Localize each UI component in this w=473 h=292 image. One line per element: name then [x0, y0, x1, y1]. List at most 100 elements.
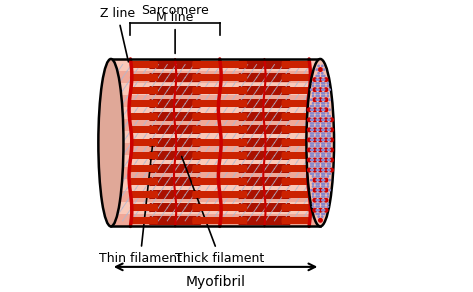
Polygon shape: [131, 152, 157, 159]
Circle shape: [315, 205, 318, 208]
Circle shape: [321, 179, 324, 182]
Polygon shape: [220, 87, 246, 94]
Ellipse shape: [218, 126, 220, 133]
Circle shape: [318, 157, 323, 163]
Polygon shape: [239, 73, 289, 82]
Ellipse shape: [245, 165, 247, 172]
Ellipse shape: [281, 204, 284, 211]
Circle shape: [315, 112, 318, 115]
Circle shape: [323, 85, 325, 87]
Ellipse shape: [156, 61, 158, 68]
Ellipse shape: [130, 165, 132, 172]
Polygon shape: [239, 216, 289, 225]
Ellipse shape: [245, 204, 247, 211]
Circle shape: [315, 138, 318, 141]
Ellipse shape: [281, 87, 284, 94]
Circle shape: [317, 162, 320, 165]
Circle shape: [323, 192, 325, 195]
Circle shape: [321, 202, 324, 205]
Circle shape: [312, 205, 315, 208]
Circle shape: [310, 112, 313, 115]
Circle shape: [317, 112, 320, 115]
Circle shape: [312, 165, 315, 168]
Ellipse shape: [307, 204, 310, 211]
Circle shape: [317, 135, 320, 138]
Circle shape: [323, 142, 325, 145]
Circle shape: [310, 172, 313, 175]
Circle shape: [326, 195, 329, 198]
Circle shape: [328, 145, 331, 148]
Polygon shape: [239, 99, 289, 108]
Circle shape: [323, 88, 325, 91]
Circle shape: [321, 65, 324, 67]
Polygon shape: [220, 204, 246, 211]
Polygon shape: [282, 74, 308, 81]
Ellipse shape: [149, 86, 151, 95]
Ellipse shape: [219, 217, 221, 225]
Circle shape: [323, 128, 325, 131]
Ellipse shape: [288, 86, 291, 95]
Circle shape: [312, 142, 315, 145]
Circle shape: [317, 145, 320, 148]
Ellipse shape: [199, 177, 201, 186]
Circle shape: [315, 78, 318, 81]
Circle shape: [318, 208, 323, 213]
Polygon shape: [111, 167, 320, 179]
Circle shape: [307, 147, 312, 152]
Ellipse shape: [156, 191, 158, 198]
Ellipse shape: [238, 164, 241, 173]
Circle shape: [323, 138, 325, 141]
Circle shape: [310, 165, 313, 168]
Circle shape: [310, 88, 313, 91]
Ellipse shape: [218, 165, 220, 172]
Ellipse shape: [218, 152, 220, 159]
Circle shape: [317, 205, 320, 208]
Ellipse shape: [149, 203, 151, 212]
Polygon shape: [193, 139, 219, 146]
Circle shape: [329, 117, 334, 122]
Circle shape: [326, 175, 329, 178]
Circle shape: [315, 119, 318, 121]
Circle shape: [318, 218, 323, 223]
Circle shape: [310, 138, 313, 141]
Polygon shape: [282, 113, 308, 120]
Ellipse shape: [149, 216, 151, 225]
Ellipse shape: [219, 191, 221, 198]
Circle shape: [328, 169, 331, 171]
Circle shape: [321, 78, 324, 81]
Circle shape: [312, 82, 315, 85]
Circle shape: [326, 102, 329, 105]
Circle shape: [317, 78, 320, 81]
Ellipse shape: [130, 113, 132, 120]
Circle shape: [329, 168, 334, 173]
Polygon shape: [220, 165, 246, 172]
Polygon shape: [193, 113, 219, 120]
Text: Z line: Z line: [100, 7, 135, 62]
Circle shape: [324, 188, 329, 193]
Circle shape: [328, 122, 331, 125]
Polygon shape: [131, 178, 157, 185]
Circle shape: [318, 67, 323, 72]
Circle shape: [318, 178, 323, 182]
Ellipse shape: [307, 74, 310, 81]
Ellipse shape: [156, 113, 158, 120]
Polygon shape: [193, 100, 219, 107]
Circle shape: [317, 72, 320, 74]
Circle shape: [321, 128, 324, 131]
Ellipse shape: [149, 112, 151, 121]
Circle shape: [324, 157, 329, 163]
Circle shape: [318, 97, 323, 102]
Ellipse shape: [130, 217, 132, 225]
Circle shape: [323, 145, 325, 148]
Polygon shape: [150, 190, 200, 199]
Polygon shape: [193, 191, 219, 198]
Polygon shape: [282, 191, 308, 198]
Circle shape: [315, 162, 318, 165]
Circle shape: [315, 159, 318, 161]
Circle shape: [326, 92, 329, 95]
Ellipse shape: [192, 217, 194, 225]
Ellipse shape: [245, 191, 247, 198]
Circle shape: [321, 169, 324, 171]
Polygon shape: [131, 217, 157, 225]
Polygon shape: [111, 143, 320, 155]
